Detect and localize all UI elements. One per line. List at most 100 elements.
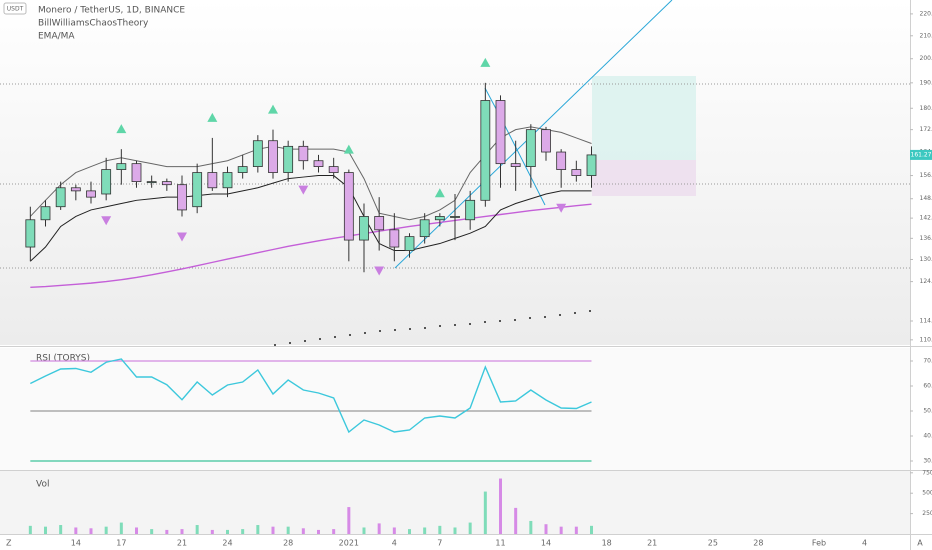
candle-body bbox=[313, 160, 324, 167]
volume-bar bbox=[529, 520, 533, 534]
currency-badge[interactable] bbox=[3, 2, 27, 15]
candle-body bbox=[116, 163, 127, 170]
y-tick-label: 190.00 bbox=[920, 79, 932, 86]
volume-bar bbox=[59, 525, 63, 534]
x-tick-label: 14 bbox=[541, 539, 551, 548]
fractal-up bbox=[480, 57, 491, 67]
volume-bar bbox=[423, 527, 427, 534]
candle-body bbox=[268, 140, 278, 173]
candle-body bbox=[586, 154, 597, 176]
candle-body bbox=[541, 129, 551, 153]
candle-body bbox=[161, 181, 172, 186]
candle-body bbox=[343, 172, 354, 241]
auto-button[interactable]: A bbox=[917, 539, 923, 548]
candle-body bbox=[55, 187, 66, 208]
candle-body bbox=[389, 229, 400, 248]
volume-bar bbox=[499, 478, 502, 534]
volume-title: Vol bbox=[36, 480, 49, 490]
x-tick-label: 28 bbox=[753, 539, 763, 548]
volume-bar bbox=[453, 527, 457, 534]
volume-bar bbox=[135, 527, 138, 534]
x-tick-label: Feb bbox=[812, 539, 826, 548]
candle-body bbox=[222, 172, 233, 189]
rsi-line bbox=[30, 358, 592, 434]
volume-pane bbox=[0, 471, 910, 534]
fractal-up bbox=[343, 144, 354, 154]
y-tick-label: 750K bbox=[922, 469, 932, 476]
fractal-down bbox=[298, 185, 309, 195]
candle-body bbox=[404, 236, 415, 251]
y-tick-label: 50.0 bbox=[923, 408, 932, 415]
x-tick-label: 21 bbox=[647, 539, 657, 548]
fractal-up bbox=[207, 112, 218, 122]
volume-bar bbox=[104, 526, 108, 534]
timezone-button[interactable]: Z bbox=[6, 539, 12, 548]
volume-bar bbox=[544, 524, 548, 534]
rsi-pane bbox=[0, 348, 910, 470]
volume-bar bbox=[483, 491, 487, 534]
x-tick-label: 2021 bbox=[339, 539, 359, 548]
x-tick-label: 7 bbox=[437, 539, 442, 548]
indicator-name: BillWilliamsChaosTheory bbox=[38, 19, 149, 29]
y-tick-label: 30.0 bbox=[923, 458, 932, 465]
volume-bar bbox=[74, 527, 78, 534]
candle-body bbox=[177, 184, 187, 211]
stop-zone bbox=[592, 160, 696, 196]
currency-badge-text: USDT bbox=[7, 6, 24, 13]
x-tick-label: 28 bbox=[283, 539, 293, 548]
chart-title: Monero / TetherUS, 1D, BINANCE bbox=[38, 6, 185, 16]
candle-body bbox=[495, 100, 506, 165]
volume-bar bbox=[28, 525, 32, 534]
candle-body bbox=[480, 100, 491, 201]
volume-bar bbox=[150, 529, 154, 534]
candle-body bbox=[374, 216, 385, 231]
y-tick-label: 200.00 bbox=[920, 55, 932, 62]
rsi-title: RSI (TORYS) bbox=[36, 354, 90, 364]
y-tick-label: 40.0 bbox=[923, 433, 932, 440]
volume-bar bbox=[559, 526, 563, 534]
price-tag bbox=[910, 149, 932, 160]
y-tick-label: 148.50 bbox=[920, 195, 932, 202]
fractal-up bbox=[268, 104, 278, 114]
volume-bar bbox=[317, 529, 320, 534]
candle-body bbox=[40, 206, 51, 221]
volume-bar bbox=[89, 528, 93, 534]
price-pane bbox=[0, 0, 910, 345]
candle-body bbox=[283, 145, 294, 173]
volume-bar bbox=[165, 529, 169, 534]
volume-bar bbox=[210, 529, 214, 534]
volume-bar bbox=[286, 526, 290, 534]
fractal-up bbox=[116, 124, 127, 134]
y-tick-label: 172.00 bbox=[920, 126, 932, 133]
candle-body bbox=[298, 145, 309, 162]
fractal-down bbox=[177, 232, 187, 242]
fractal-up bbox=[434, 188, 445, 198]
candle-body bbox=[510, 163, 521, 167]
candle-body bbox=[207, 172, 218, 189]
y-tick-label: 250K bbox=[922, 510, 932, 517]
candle-body bbox=[465, 199, 476, 221]
x-tick-label: 18 bbox=[602, 539, 612, 548]
y-tick-label: 180.00 bbox=[920, 105, 932, 112]
y-tick-label: 500K bbox=[922, 490, 932, 497]
volume-bar bbox=[408, 529, 411, 534]
volume-bar bbox=[44, 526, 47, 534]
volume-bar bbox=[180, 529, 184, 534]
candle-body bbox=[359, 216, 369, 241]
volume-bar bbox=[377, 523, 381, 534]
x-tick-label: 17 bbox=[116, 539, 126, 548]
psar-dots bbox=[274, 310, 591, 346]
y-tick-label: 130.50 bbox=[920, 256, 932, 263]
volume-bar bbox=[392, 527, 396, 534]
x-tick-label: 21 bbox=[177, 539, 187, 548]
candle-body bbox=[86, 190, 96, 198]
volume-bar bbox=[226, 529, 229, 534]
price-tag-text: 161.27 bbox=[911, 151, 932, 158]
candle-body bbox=[146, 181, 157, 184]
x-tick-label: 11 bbox=[495, 539, 505, 548]
x-tick-label: 25 bbox=[708, 539, 718, 548]
y-tick-label: 110.00 bbox=[920, 336, 932, 343]
fractal-down bbox=[374, 266, 385, 276]
volume-bar bbox=[119, 522, 123, 534]
